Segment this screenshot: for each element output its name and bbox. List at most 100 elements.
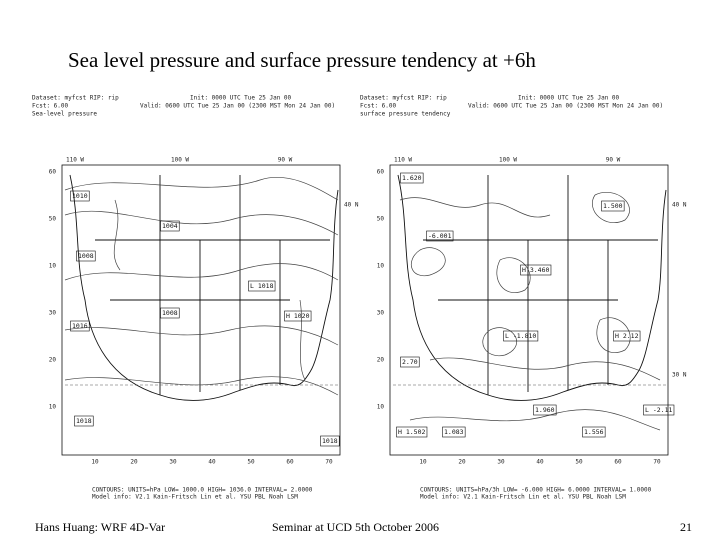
isobars: [64, 176, 339, 396]
bottom-label: 40: [536, 459, 544, 466]
map-label-box: [582, 426, 606, 438]
map-label-box: [503, 330, 539, 342]
bottom-label: 50: [247, 459, 255, 466]
panel-header: Dataset: myfcst RIP: rip: [32, 95, 119, 102]
map-label: 1.620: [402, 174, 422, 182]
bottom-label: 30: [169, 459, 177, 466]
map-label-box: [70, 190, 90, 202]
state-borders: [423, 175, 658, 395]
panel-footer: CONTOURS: UNITS=hPa LOW= 1000.0 HIGH= 10…: [92, 487, 313, 494]
map-label-box: [70, 320, 90, 332]
map-left: [61, 164, 341, 456]
bottom-label: 70: [325, 459, 333, 466]
map-label-box: [396, 426, 428, 438]
map-label-box: [320, 435, 340, 447]
lat-label: 10: [49, 404, 57, 411]
panel-header-time: Valid: 0600 UTC Tue 25 Jan 00 (2300 MST …: [468, 103, 663, 110]
map-label: H 3.460: [522, 266, 549, 274]
bottom-label: 30: [497, 459, 505, 466]
lat-label: 30: [377, 310, 385, 317]
panel-header: Dataset: myfcst RIP: rip: [360, 95, 447, 102]
lat-label-right: 30 N: [672, 372, 687, 379]
lon-label: 110 W: [394, 157, 412, 164]
map-label-box: [160, 220, 180, 232]
bottom-label: 10: [91, 459, 99, 466]
map-label-box: [76, 250, 96, 262]
bottom-label: 40: [208, 459, 216, 466]
bottom-label: 20: [458, 459, 466, 466]
map-label-box: [400, 172, 424, 184]
map-label-box: [74, 415, 94, 427]
lat-label: 60: [49, 169, 57, 176]
map-label: 1010: [72, 192, 88, 200]
map-label: L -2.11: [645, 406, 672, 414]
lat-label: 10: [49, 263, 57, 270]
panel-header: Fcst: 6.00: [32, 103, 69, 110]
map-label: -6.001: [428, 232, 452, 240]
map-label: 1016: [72, 322, 88, 330]
map-label: 1008: [78, 252, 94, 260]
map-label-box: [400, 356, 420, 368]
state-borders: [95, 175, 330, 395]
map-label: 1004: [162, 222, 178, 230]
panel-header: Sea-level pressure: [32, 111, 97, 118]
lon-label: 90 W: [278, 157, 293, 164]
map-label: 2.70: [402, 358, 418, 366]
panel-header-time: Init: 0000 UTC Tue 25 Jan 00: [190, 95, 292, 102]
map-label-box: [442, 426, 466, 438]
bottom-label: 60: [286, 459, 294, 466]
panel-footer: Model info: V2.1 Kain-Fritsch Lin et al.…: [420, 494, 626, 501]
panel-footer: CONTOURS: UNITS=hPa/3h LOW= -6.000 HIGH=…: [420, 487, 652, 494]
lon-label: 100 W: [171, 157, 189, 164]
lon-label: 110 W: [66, 157, 84, 164]
lat-label: 60: [377, 169, 385, 176]
map-label-box: [643, 404, 675, 416]
slide-title: Sea level pressure and surface pressure …: [68, 48, 536, 72]
lat-label: 50: [377, 216, 385, 223]
map-right: [389, 164, 669, 456]
lat-label: 30: [49, 310, 57, 317]
lat-label-right: 40 N: [672, 202, 687, 209]
map-label: 1.960: [535, 406, 555, 414]
panel-header-time: Valid: 0600 UTC Tue 25 Jan 00 (2300 MST …: [140, 103, 335, 110]
map-label-box: [533, 404, 557, 416]
map-label: H 2.12: [615, 332, 639, 340]
map-label: L -1.810: [505, 332, 536, 340]
tendency-contours: [399, 192, 661, 431]
map-label: 1.500: [603, 202, 623, 210]
lat-label: 10: [377, 263, 385, 270]
lon-label: 90 W: [606, 157, 621, 164]
lat-label-right: 40 N: [344, 202, 359, 209]
map-label: 1.556: [584, 428, 604, 436]
lat-label: 10: [377, 404, 385, 411]
bottom-label: 10: [419, 459, 427, 466]
map-label-box: [601, 200, 625, 212]
map-label-box: [613, 330, 641, 342]
panel-header-time: Init: 0000 UTC Tue 25 Jan 00: [518, 95, 620, 102]
map-label-box: [284, 310, 312, 322]
footer-author: Hans Huang: WRF 4D-Var: [35, 520, 165, 534]
map-label-box: [248, 280, 276, 292]
bottom-label: 50: [575, 459, 583, 466]
map-frame: [389, 164, 669, 456]
lat-label: 50: [49, 216, 57, 223]
map-label: 1008: [162, 309, 178, 317]
bottom-label: 60: [614, 459, 622, 466]
map-label: 1018: [322, 437, 338, 445]
map-label: H 1020: [286, 312, 310, 320]
coastline: [397, 174, 667, 401]
map-label-box: [520, 264, 552, 276]
panel-header: surface pressure tendency: [360, 111, 451, 118]
lat-label: 20: [49, 357, 57, 364]
coastline: [69, 174, 339, 401]
lat-label: 20: [377, 357, 385, 364]
bottom-label: 70: [653, 459, 661, 466]
panel-header: Fcst: 6.00: [360, 103, 397, 110]
map-label: 1018: [76, 417, 92, 425]
footer-page: 21: [680, 520, 692, 534]
map-label-box: [160, 307, 180, 319]
panel-footer: Model info: V2.1 Kain-Fritsch Lin et al.…: [92, 494, 298, 501]
map-label: 1.083: [444, 428, 464, 436]
map-label-box: [426, 230, 454, 242]
